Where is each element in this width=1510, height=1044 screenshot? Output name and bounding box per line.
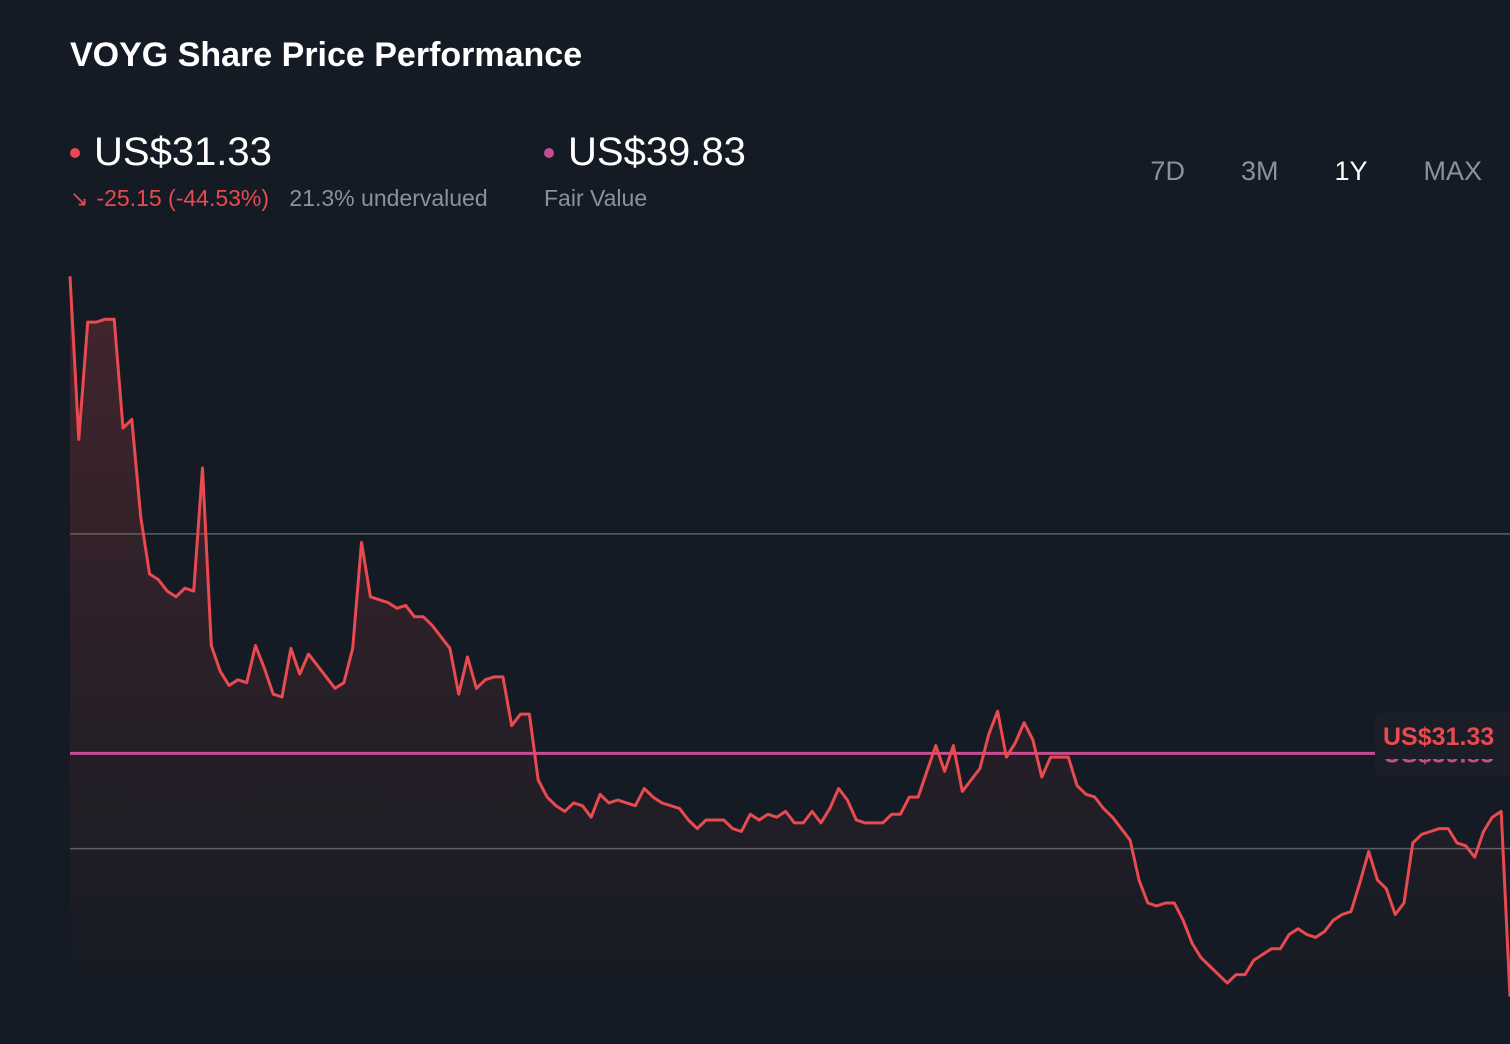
price-area xyxy=(70,276,1510,997)
valuation-status: 21.3% undervalued xyxy=(289,185,488,211)
tab-1y[interactable]: 1Y xyxy=(1334,156,1368,186)
chart-title: VOYG Share Price Performance xyxy=(70,36,583,74)
tab-max[interactable]: MAX xyxy=(1423,156,1482,186)
tab-7d[interactable]: 7D xyxy=(1150,156,1185,186)
fair-value-price: US$39.83 xyxy=(568,130,746,174)
fair-value-dot-icon xyxy=(544,147,554,158)
current-price-tag: US$31.33 xyxy=(1383,723,1494,751)
arrow-down-right-icon: ↘ xyxy=(70,186,89,211)
timeframe-tabs: 7D 3M 1Y MAX xyxy=(1150,156,1482,187)
price-line xyxy=(68,276,1510,997)
price-dot-icon xyxy=(70,147,80,158)
fair-value-block: US$39.83 Fair Value xyxy=(544,130,746,212)
current-price: US$31.33 xyxy=(94,130,272,174)
tab-3m[interactable]: 3M xyxy=(1240,156,1279,186)
fair-value-label: Fair Value xyxy=(544,185,648,211)
current-price-tag-bg xyxy=(1375,713,1510,759)
price-change: -25.15 (-44.53%) xyxy=(96,185,270,211)
current-price-block: US$31.33 ↘ -25.15 (-44.53%) 21.3% underva… xyxy=(70,130,488,212)
